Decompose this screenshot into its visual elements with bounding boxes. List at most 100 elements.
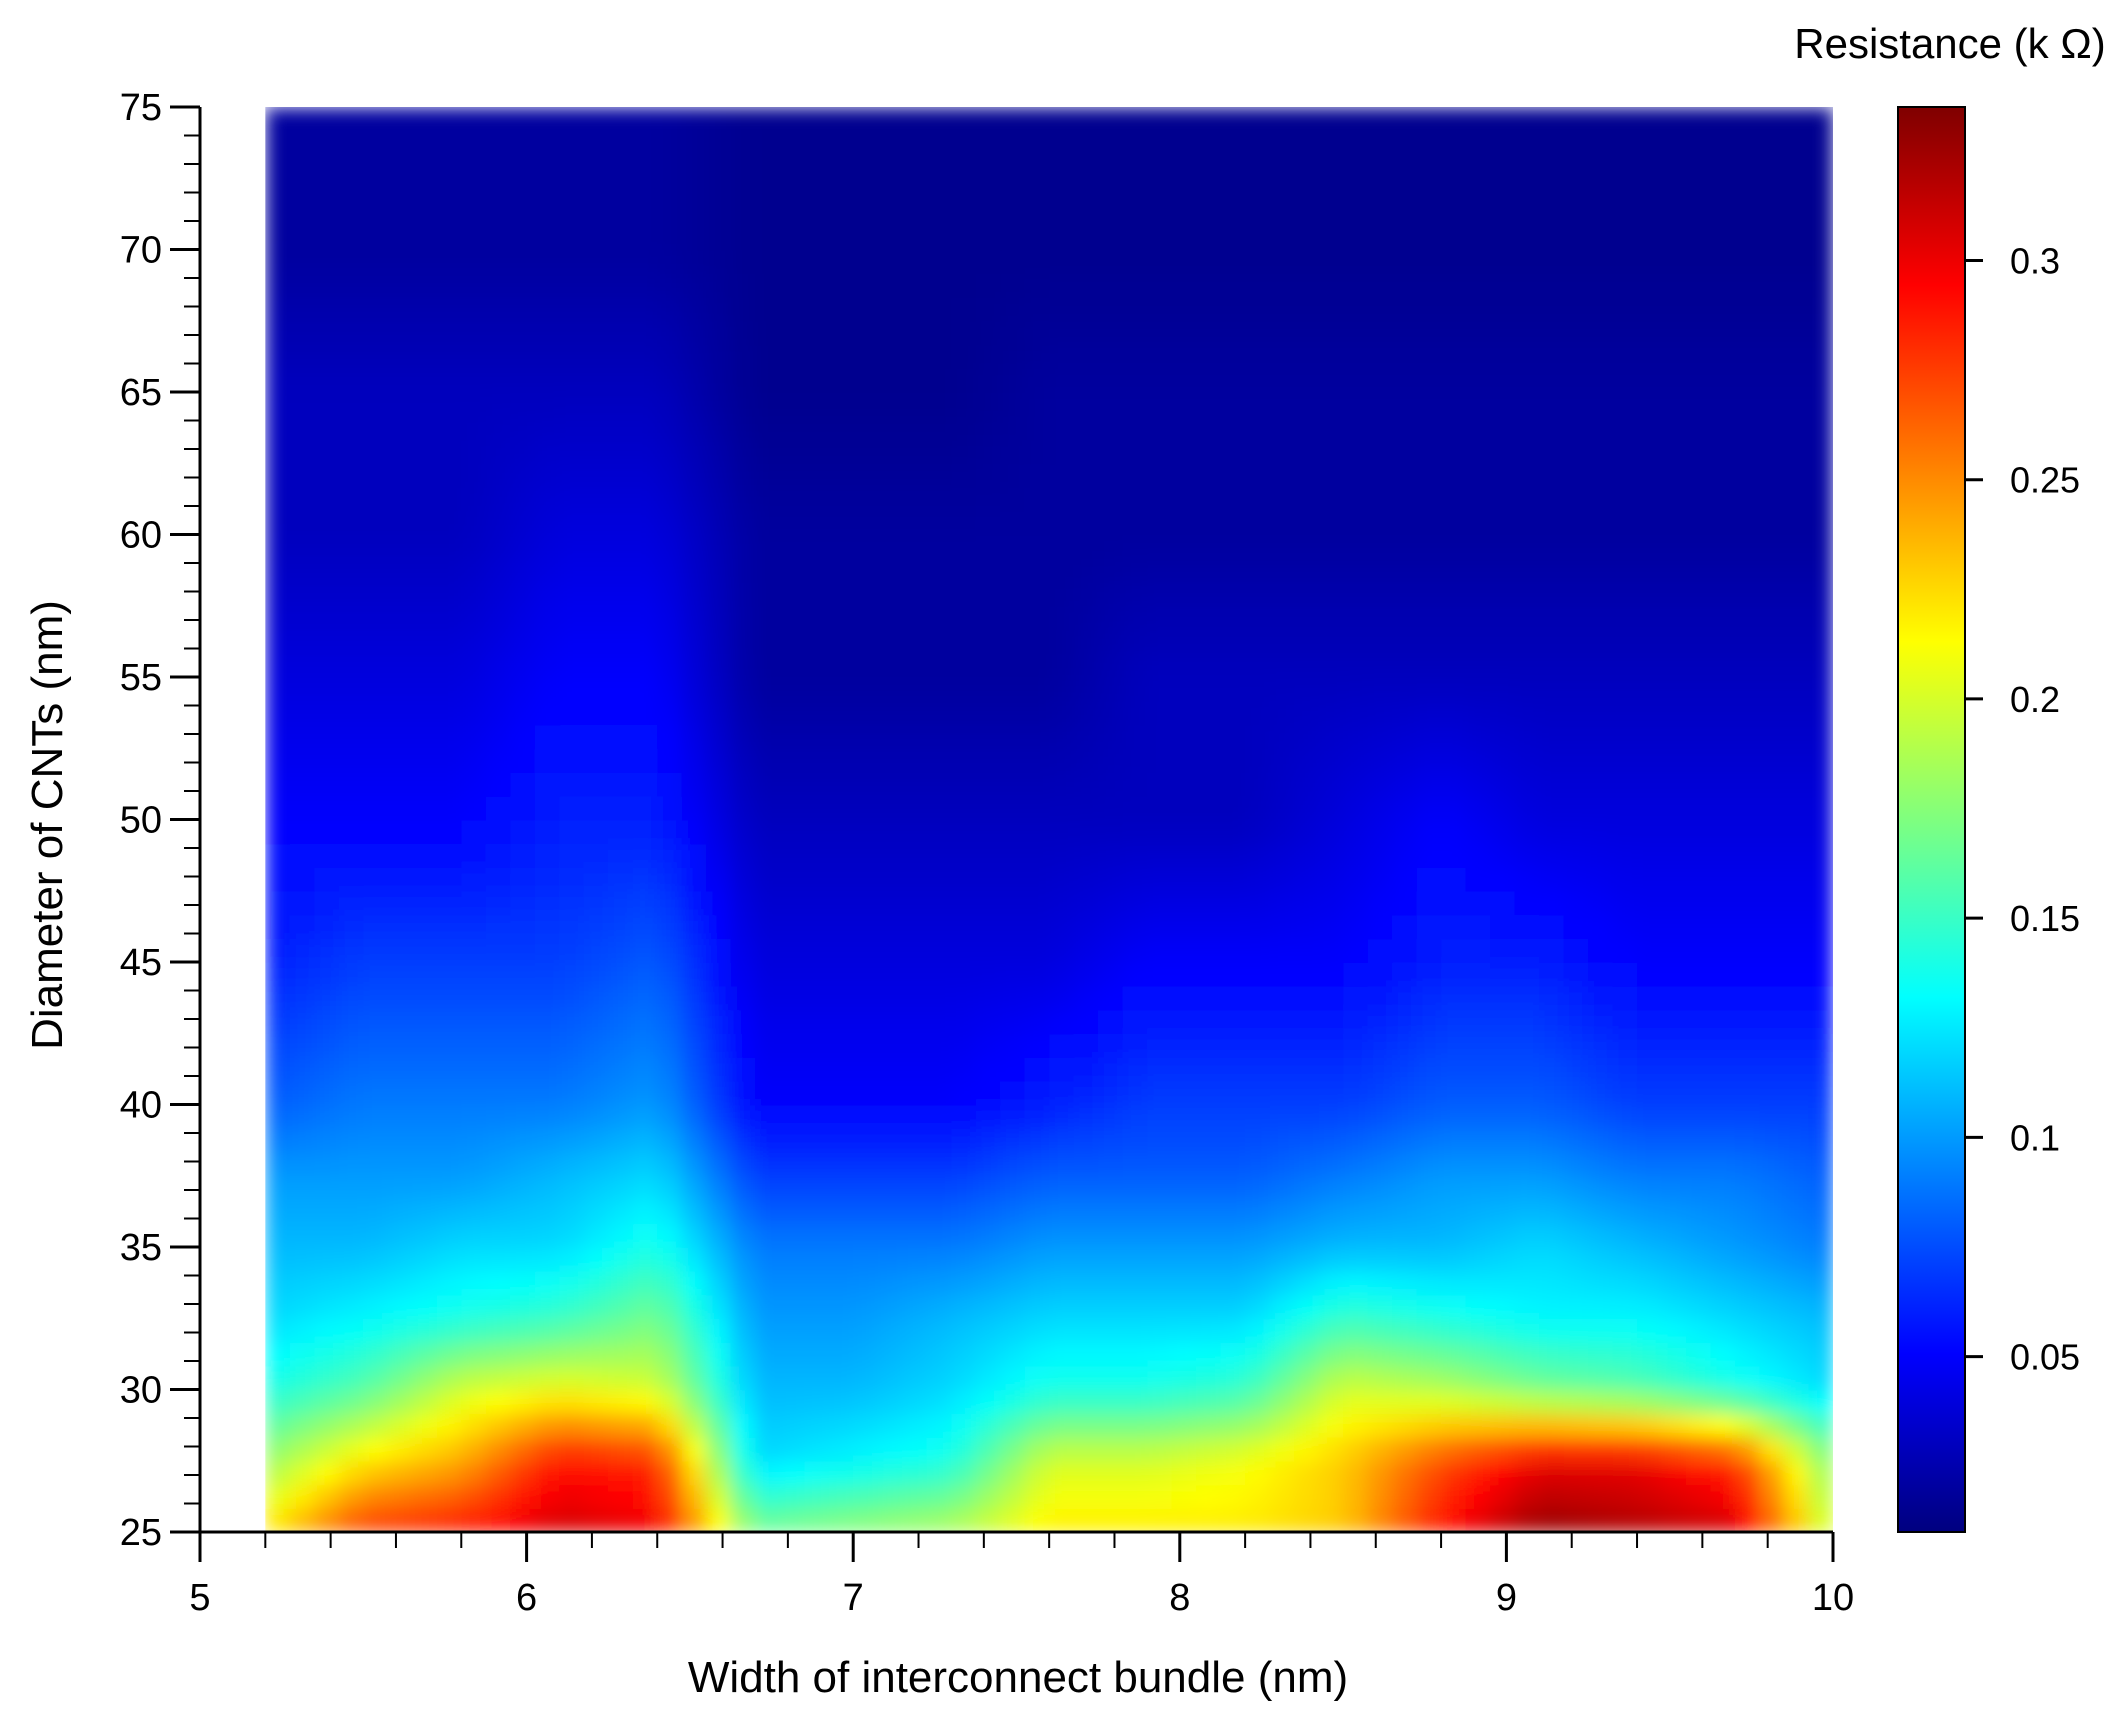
heatmap-cell (1147, 1057, 1173, 1082)
heatmap-cell (1686, 819, 1712, 845)
heatmap-cell (510, 107, 536, 132)
heatmap-cell (1588, 273, 1614, 298)
heatmap-cell (461, 1365, 487, 1391)
heatmap-cell (412, 415, 438, 441)
heatmap-cell (1686, 724, 1712, 750)
heatmap-cell (926, 1508, 952, 1532)
heatmap-cell (1269, 439, 1295, 465)
heatmap-cell (1588, 1247, 1614, 1272)
heatmap-cell (1465, 1009, 1491, 1035)
heatmap-cell (1808, 605, 1834, 631)
heatmap-cell (755, 415, 781, 441)
heatmap-cell (975, 368, 1001, 393)
heatmap-cell (1392, 629, 1418, 655)
heatmap-cell (1539, 1460, 1565, 1486)
heatmap-cell (510, 700, 536, 726)
heatmap-cell (877, 1508, 903, 1532)
heatmap-cell (1637, 1247, 1663, 1272)
heatmap-cell (975, 249, 1001, 275)
heatmap-cell (608, 1270, 634, 1296)
heatmap-cell (387, 510, 414, 536)
heatmap-cell (387, 1247, 414, 1272)
heatmap-cell (1710, 249, 1736, 275)
heatmap-cell (1441, 439, 1467, 465)
heatmap-cell (755, 1270, 781, 1296)
heatmap-cell (1563, 1484, 1589, 1510)
heatmap-cell (1710, 130, 1736, 156)
heatmap-cell (1098, 1080, 1124, 1106)
heatmap-cell (1000, 154, 1026, 180)
heatmap-cell (779, 582, 806, 607)
heatmap-cell (853, 558, 879, 583)
heatmap-cell (1024, 605, 1050, 631)
heatmap-cell (1049, 487, 1075, 512)
heatmap-cell (1588, 368, 1614, 393)
heatmap-cell (1245, 1247, 1271, 1272)
heatmap-cell (1318, 1437, 1344, 1462)
heatmap-cell (363, 1318, 389, 1343)
heatmap-cell (1269, 914, 1295, 940)
heatmap-cell (1465, 1389, 1491, 1415)
heatmap-cell (1588, 1128, 1614, 1153)
heatmap-cell (1441, 843, 1467, 868)
heatmap-cell (877, 629, 903, 655)
heatmap-cell (1612, 1294, 1638, 1320)
heatmap-cell (338, 368, 365, 393)
heatmap-cell (1367, 1437, 1393, 1462)
heatmap-cell (314, 368, 340, 393)
heatmap-cell (1686, 1080, 1712, 1106)
heatmap-cell (363, 392, 389, 417)
heatmap-cell (657, 724, 683, 750)
heatmap-cell (706, 1128, 732, 1153)
heatmap-cell (926, 107, 952, 132)
heatmap-cell (608, 368, 634, 393)
heatmap-cell (1808, 273, 1834, 298)
heatmap-cell (681, 415, 708, 441)
heatmap-cell (338, 629, 365, 655)
heatmap-cell (1710, 1437, 1736, 1462)
heatmap-cell (461, 1033, 487, 1058)
heatmap-cell (706, 1413, 732, 1438)
heatmap-cell (1220, 487, 1246, 512)
heatmap-cell (1539, 819, 1565, 845)
heatmap-cell (1514, 178, 1540, 203)
heatmap-cell (632, 890, 659, 916)
heatmap-cell (853, 985, 879, 1011)
heatmap-cell (363, 558, 389, 583)
heatmap-cell (828, 1104, 854, 1130)
heatmap-cell (1735, 273, 1761, 298)
heatmap-cell (1416, 772, 1442, 797)
heatmap-cell (1588, 700, 1614, 726)
heatmap-cell (1147, 582, 1173, 607)
heatmap-cell (1539, 415, 1565, 441)
heatmap-cell (412, 890, 438, 916)
heatmap-cell (510, 1247, 536, 1272)
heatmap-cell (265, 582, 291, 607)
heatmap-cell (828, 582, 854, 607)
heatmap-cell (1147, 748, 1173, 773)
heatmap-cell (975, 962, 1001, 987)
heatmap-cell (1661, 772, 1687, 797)
heatmap-cell (779, 1247, 806, 1272)
heatmap-cell (534, 748, 561, 773)
heatmap-cell (632, 985, 659, 1011)
heatmap-cell (681, 653, 708, 678)
heatmap-cell (877, 1389, 903, 1415)
heatmap-cell (387, 1009, 414, 1035)
heatmap-cell (1147, 1009, 1173, 1035)
heatmap-cell (1122, 890, 1148, 916)
heatmap-cell (1490, 1437, 1516, 1462)
heatmap-cell (1465, 1294, 1491, 1320)
heatmap-cell (534, 1270, 561, 1296)
heatmap-cell (706, 1460, 732, 1486)
heatmap-cell (1196, 629, 1222, 655)
heatmap-cell (289, 225, 316, 251)
heatmap-cell (583, 368, 610, 393)
heatmap-cell (706, 772, 732, 797)
heatmap-cell (1710, 392, 1736, 417)
heatmap-cell (387, 1128, 414, 1153)
heatmap-cell (1808, 629, 1834, 655)
heatmap-cell (1784, 1199, 1810, 1225)
heatmap-cell (1588, 748, 1614, 773)
heatmap-cell (608, 1247, 634, 1272)
